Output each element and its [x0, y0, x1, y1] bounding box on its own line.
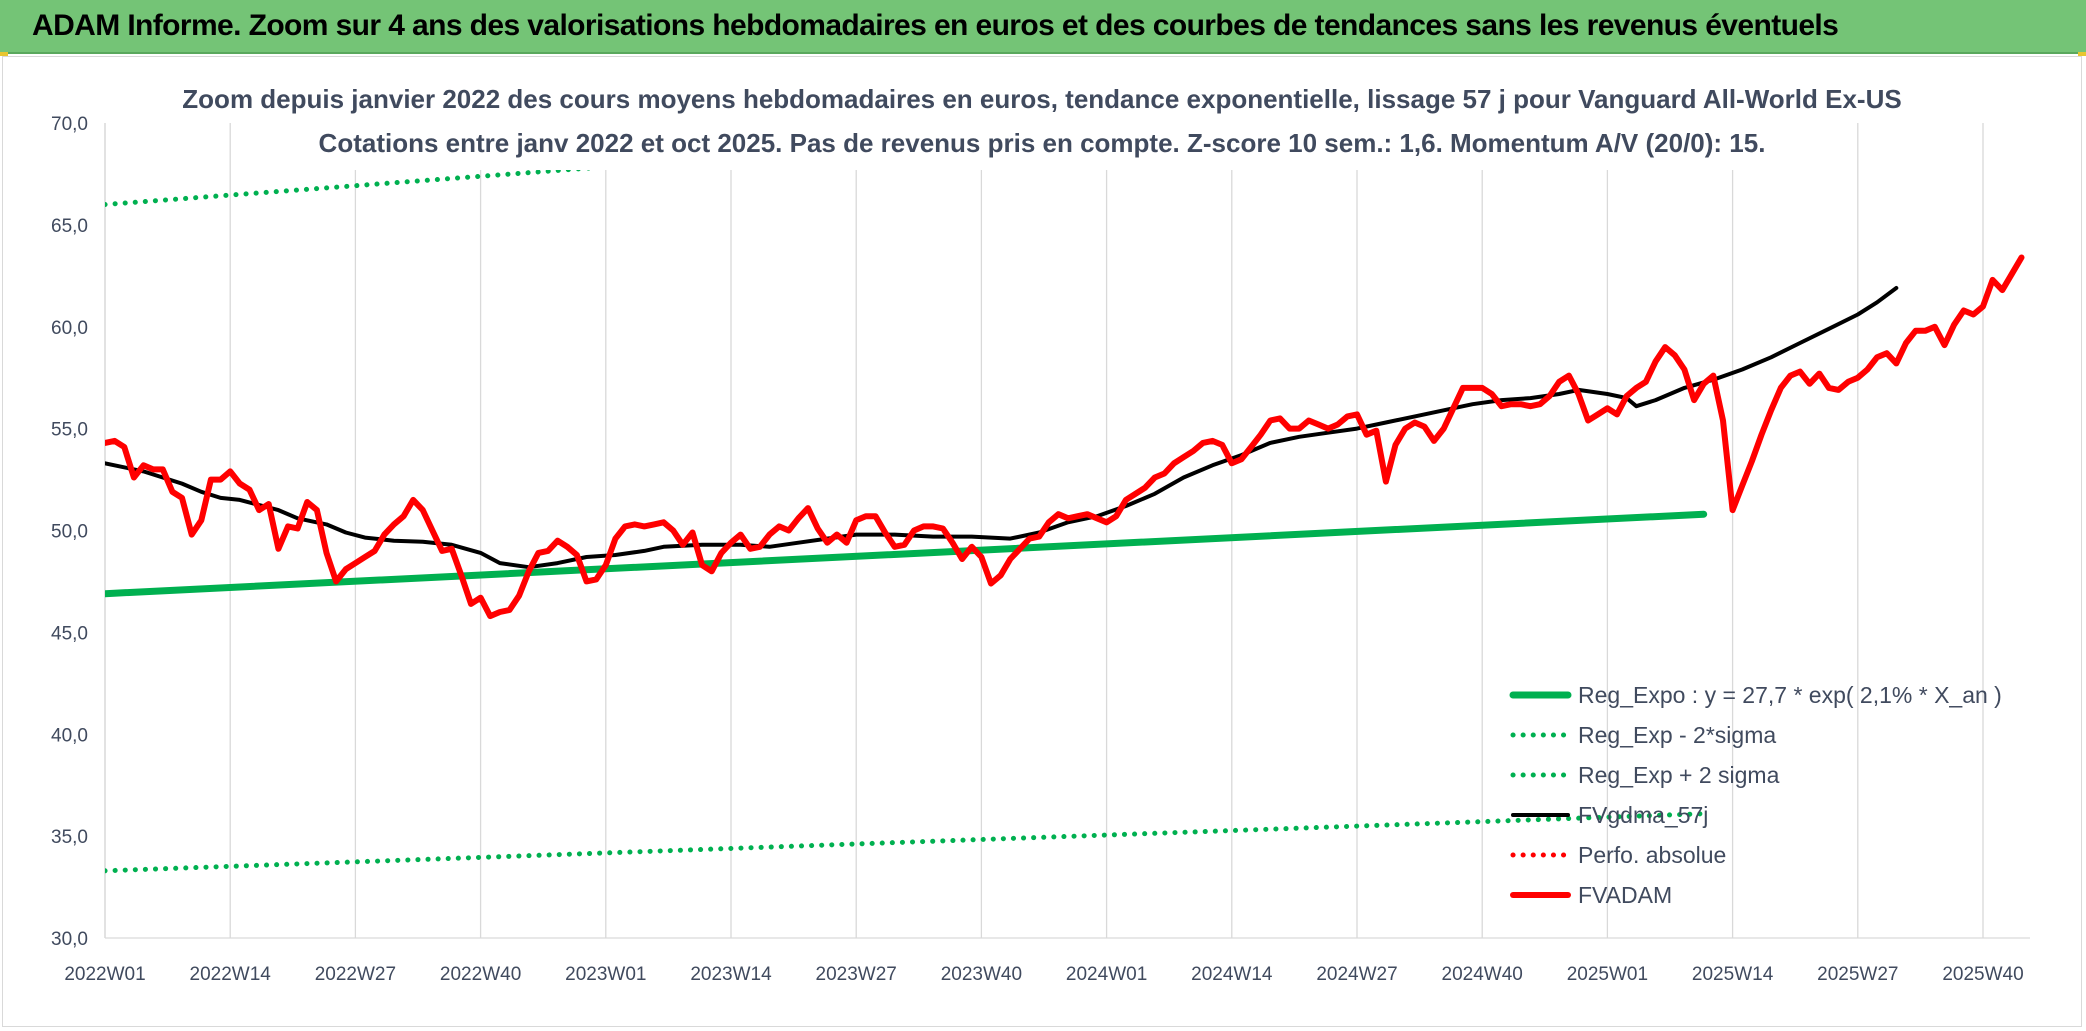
legend-label-0: Reg_Expo : y = 27,7 * exp( 2,1% * X_an ): [1578, 682, 2002, 708]
chart-title-line-1: Zoom depuis janvier 2022 des cours moyen…: [182, 84, 1901, 114]
y-tick-label: 35,0: [51, 827, 88, 848]
y-tick-label: 50,0: [51, 522, 88, 543]
x-tick-label: 2023W40: [941, 964, 1022, 985]
legend-label-4: Perfo. absolue: [1578, 842, 1726, 868]
series-line-0: [105, 510, 1708, 598]
corner-accent-right: [2078, 52, 2086, 56]
y-tick-label: 45,0: [51, 623, 88, 644]
x-tick-label: 2023W14: [690, 964, 772, 985]
y-tick-label: 30,0: [51, 929, 88, 950]
x-tick-label: 2022W14: [190, 964, 272, 985]
y-tick-label: 40,0: [51, 725, 88, 746]
chart-title-line-2: Cotations entre janv 2022 et oct 2025. P…: [319, 128, 1766, 158]
x-tick-label: 2024W14: [1191, 964, 1273, 985]
x-tick-label: 2023W01: [565, 964, 646, 985]
x-tick-label: 2022W40: [440, 964, 521, 985]
chart-frame: [2, 56, 2082, 1027]
chart-legend: Reg_Expo : y = 27,7 * exp( 2,1% * X_an )…: [1509, 682, 2002, 908]
chart-title-background: [262, 80, 1822, 170]
series-line-5: [105, 254, 2025, 620]
series-line-1: [105, 811, 1707, 874]
x-tick-label: 2025W27: [1817, 964, 1898, 985]
legend-label-5: FVADAM: [1578, 882, 1672, 908]
x-tick-label: 2023W27: [816, 964, 897, 985]
header-band: ADAM Informe. Zoom sur 4 ans des valoris…: [0, 0, 2086, 54]
page-title: ADAM Informe. Zoom sur 4 ans des valoris…: [32, 9, 1839, 42]
x-tick-label: 2025W01: [1567, 964, 1648, 985]
corner-accent-left: [0, 52, 8, 56]
y-tick-label: 60,0: [51, 318, 88, 339]
chart-series: [105, 119, 2025, 874]
legend-label-2: Reg_Exp + 2 sigma: [1578, 762, 1780, 788]
legend-label-3: FVgdma_57j: [1578, 802, 1708, 828]
y-tick-label: 70,0: [51, 114, 88, 135]
x-tick-label: 2025W14: [1692, 964, 1774, 985]
x-tick-label: 2022W27: [315, 964, 396, 985]
y-tick-label: 65,0: [51, 216, 88, 237]
chart-grid: [104, 123, 2030, 939]
x-tick-label: 2024W27: [1316, 964, 1397, 985]
series-line-3: [105, 286, 1899, 570]
x-tick-label: 2024W40: [1442, 964, 1523, 985]
x-tick-label: 2024W01: [1066, 964, 1147, 985]
legend-label-1: Reg_Exp - 2*sigma: [1578, 722, 1776, 748]
x-tick-label: 2022W01: [64, 964, 145, 985]
y-tick-label: 55,0: [51, 420, 88, 441]
x-tick-label: 2025W40: [1942, 964, 2023, 985]
chart-axes: 2022W01 2022W14 2022W27 2022W40 2023W01 2023W…: [51, 114, 2024, 985]
